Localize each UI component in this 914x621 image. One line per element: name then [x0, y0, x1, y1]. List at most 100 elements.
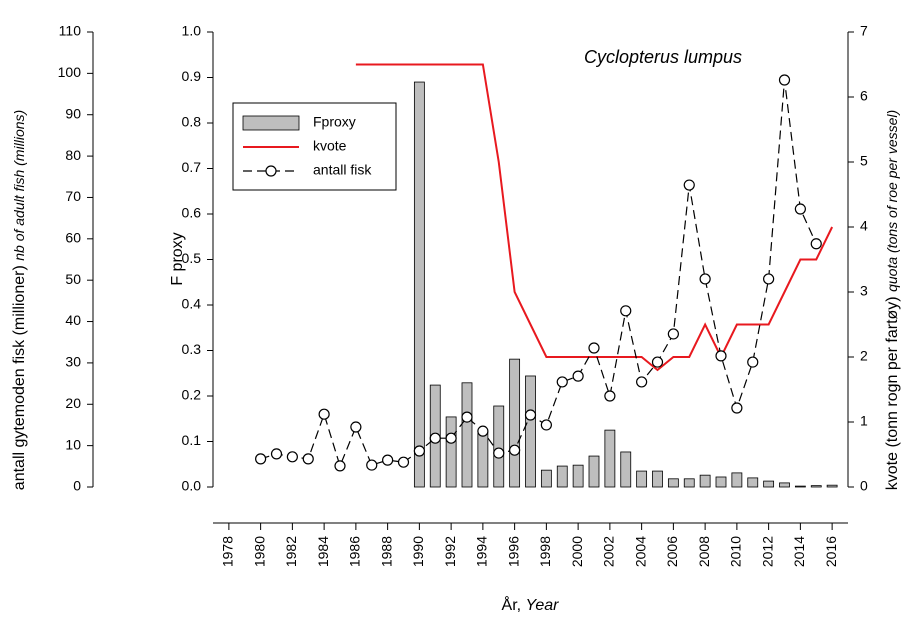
y2-label-english: quota (tons of roe per vessel): [884, 110, 900, 292]
bar: [763, 480, 775, 488]
y2-label-main: kvote (tonn rogn per fartøy): [884, 296, 901, 490]
data-point: [810, 238, 822, 250]
x-tick-label: 1978: [220, 536, 236, 567]
data-point: [286, 451, 298, 463]
y2-tick-label: 1: [860, 413, 868, 429]
y3-axis-label: antall gytemoden fisk (millioner) nb of …: [11, 110, 29, 490]
data-point: [509, 444, 521, 456]
y-axis-label: F proxy: [169, 232, 186, 285]
x-tick-label: 1988: [378, 536, 394, 567]
x-tick-label: 2010: [728, 536, 744, 567]
x-tick-label: 1994: [474, 536, 490, 567]
bar: [794, 485, 806, 488]
legend-label: kvote: [313, 138, 347, 154]
x-tick-label: 2006: [664, 536, 680, 567]
data-point: [318, 408, 330, 420]
y-tick-label: 0.0: [182, 478, 202, 494]
data-point: [366, 459, 378, 471]
data-point: [477, 425, 489, 437]
y3-tick-label: 60: [65, 230, 81, 246]
data-point: [270, 448, 283, 460]
y2-tick-label: 5: [860, 153, 868, 169]
data-point: [699, 273, 711, 285]
y3-tick-label: 100: [58, 64, 82, 80]
bar: [493, 405, 505, 488]
bar: [747, 477, 759, 488]
bar: [620, 451, 632, 488]
bar: [683, 478, 695, 488]
y-tick-label: 0.8: [182, 114, 202, 130]
legend-label: antall fisk: [313, 162, 372, 178]
data-point: [350, 421, 362, 433]
bar: [445, 416, 457, 488]
x-tick-label: 1990: [410, 536, 426, 567]
bar: [588, 455, 600, 488]
data-point: [620, 305, 632, 317]
y3-tick-label: 80: [65, 147, 81, 163]
bar: [779, 482, 790, 488]
bar: [509, 358, 521, 488]
y3-tick-label: 110: [59, 23, 82, 39]
data-point: [715, 350, 727, 362]
bar: [810, 485, 822, 488]
y2-tick-label: 0: [860, 478, 868, 494]
y3-label-main: antall gytemoden fisk (millioner): [11, 265, 28, 490]
bar: [604, 429, 616, 488]
bar: [461, 382, 473, 488]
legend-label: Fproxy: [313, 114, 356, 130]
x-tick-label: 1984: [315, 536, 331, 567]
y2-tick-label: 6: [860, 88, 868, 104]
y3-tick-label: 50: [65, 271, 81, 287]
data-point: [604, 390, 616, 402]
data-point: [413, 445, 425, 457]
legend-swatch: [242, 115, 300, 131]
y3-tick-label: 70: [65, 188, 81, 204]
y2-axis-label: kvote (tonn rogn per fartøy) quota (tons…: [884, 110, 902, 490]
data-point: [651, 356, 664, 368]
y3-tick-label: 30: [65, 354, 81, 370]
x-label-main: År,: [502, 595, 522, 614]
chart-title: Cyclopterus lumpus: [584, 47, 742, 67]
y3-tick-label: 90: [65, 105, 81, 121]
y-tick-label: 0.1: [182, 432, 202, 448]
bar: [525, 375, 536, 488]
x-tick-label: 1986: [347, 536, 363, 567]
data-point: [667, 328, 679, 340]
data-point: [747, 356, 759, 368]
series-line: [260, 79, 817, 468]
data-point: [794, 203, 806, 215]
data-point: [683, 179, 695, 191]
x-tick-label: 2014: [791, 536, 807, 567]
x-tick-label: 1982: [283, 536, 299, 567]
y2-tick-label: 4: [860, 218, 868, 234]
data-point: [461, 411, 473, 423]
bar: [699, 474, 711, 488]
y-tick-label: 1.0: [182, 23, 202, 39]
y3-tick-label: 40: [65, 312, 81, 328]
y-tick-label: 0.4: [182, 296, 202, 312]
bar: [556, 465, 568, 488]
data-point: [382, 454, 394, 466]
data-point: [397, 456, 410, 468]
data-point: [778, 74, 791, 86]
data-point: [636, 376, 648, 388]
bar: [826, 484, 838, 488]
bar: [731, 472, 743, 488]
data-point: [556, 376, 568, 388]
y-tick-label: 0.6: [182, 205, 202, 221]
y3-tick-label: 20: [65, 395, 81, 411]
x-axis-label: År, Year: [502, 595, 560, 614]
bar: [572, 464, 584, 488]
bar: [413, 81, 425, 488]
y-tick-label: 0.3: [182, 341, 202, 357]
y3-tick-label: 10: [65, 436, 81, 452]
x-tick-label: 1980: [251, 536, 267, 567]
series-line: [355, 63, 834, 372]
x-tick-label: 2000: [569, 536, 585, 567]
x-tick-label: 2008: [696, 536, 712, 567]
data-point: [524, 409, 537, 421]
y3-label-english: nb of adult fish (millions): [11, 110, 27, 261]
y2-tick-label: 3: [860, 283, 868, 299]
bar: [636, 470, 648, 488]
data-point: [493, 447, 505, 459]
